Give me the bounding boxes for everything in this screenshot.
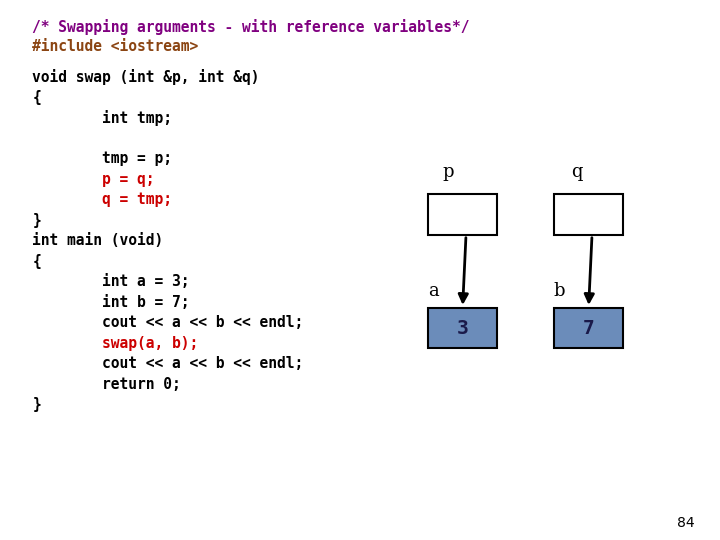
- Text: {: {: [32, 254, 41, 269]
- Text: tmp = p;: tmp = p;: [32, 151, 172, 166]
- Text: void swap (int &p, int &q): void swap (int &p, int &q): [32, 69, 260, 85]
- Text: q = tmp;: q = tmp;: [32, 192, 172, 207]
- Text: int tmp;: int tmp;: [32, 110, 172, 126]
- Text: }: }: [32, 213, 41, 228]
- Text: p: p: [443, 163, 454, 181]
- Text: b: b: [553, 282, 564, 300]
- Text: 7: 7: [582, 319, 595, 338]
- Text: q: q: [571, 163, 582, 181]
- Text: 3: 3: [456, 319, 469, 338]
- Text: 84: 84: [678, 516, 695, 530]
- Bar: [428, 194, 497, 235]
- Bar: [554, 308, 623, 348]
- Text: return 0;: return 0;: [32, 377, 181, 392]
- Text: int main (void): int main (void): [32, 233, 163, 248]
- Bar: [428, 308, 497, 348]
- Text: #include <iostream>: #include <iostream>: [32, 39, 199, 55]
- Text: /* Swapping arguments - with reference variables*/: /* Swapping arguments - with reference v…: [32, 19, 470, 35]
- Bar: [554, 194, 623, 235]
- Text: {: {: [32, 90, 41, 105]
- Text: int a = 3;: int a = 3;: [32, 274, 190, 289]
- Text: cout << a << b << endl;: cout << a << b << endl;: [32, 315, 304, 330]
- Text: p = q;: p = q;: [32, 172, 155, 187]
- Text: }: }: [32, 397, 41, 413]
- Text: a: a: [428, 282, 439, 300]
- Text: int b = 7;: int b = 7;: [32, 295, 190, 310]
- Text: cout << a << b << endl;: cout << a << b << endl;: [32, 356, 304, 372]
- Text: swap(a, b);: swap(a, b);: [32, 336, 199, 351]
